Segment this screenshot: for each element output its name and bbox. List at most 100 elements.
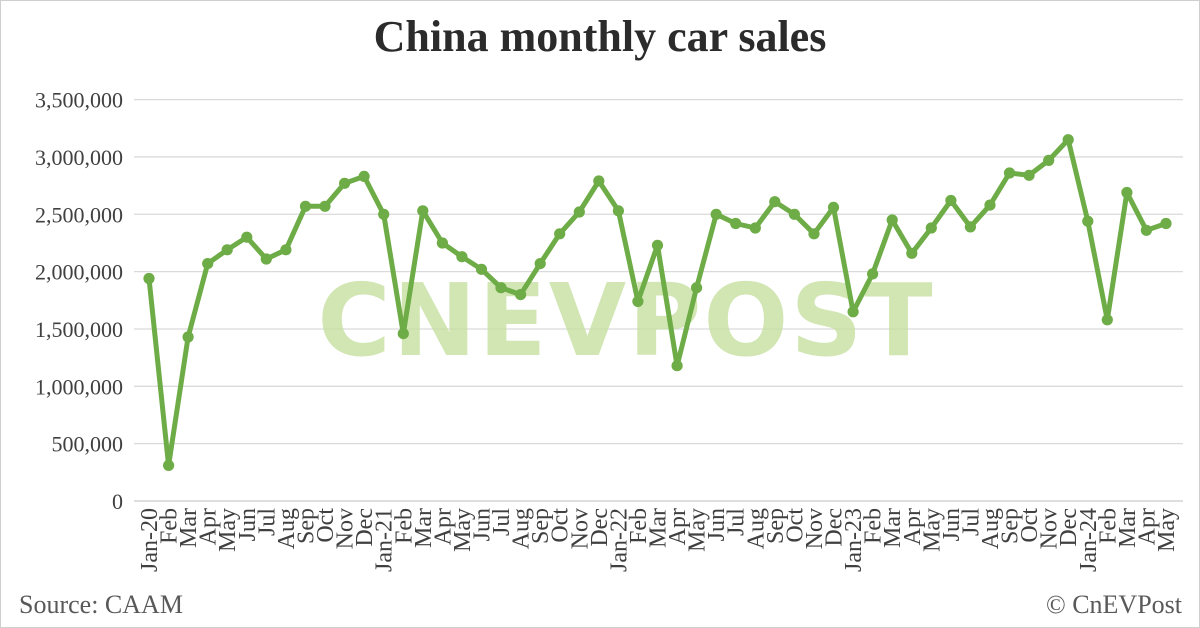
x-axis-tick-label: Aug <box>743 508 769 549</box>
data-point-marker <box>280 244 292 256</box>
x-axis-tick-label: Mar <box>1115 508 1141 548</box>
data-point-marker <box>749 222 761 234</box>
data-point-marker <box>339 177 351 189</box>
x-axis-tick-label: Apr <box>1134 508 1160 545</box>
data-point-marker <box>945 194 957 207</box>
x-axis-tick-label: Jul <box>489 508 515 536</box>
data-point-marker <box>808 228 820 240</box>
data-point-marker <box>691 282 703 294</box>
y-axis-tick-label: 2,000,000 <box>35 260 123 285</box>
y-axis-tick-label: 1,500,000 <box>35 317 123 342</box>
x-axis-tick-label: Mar <box>646 508 672 548</box>
y-axis-tick-label: 3,000,000 <box>35 145 123 170</box>
x-axis-tick-label: Jun <box>704 508 730 541</box>
x-axis-tick-label: Sep <box>528 508 554 544</box>
data-point-marker <box>358 170 370 182</box>
x-axis-tick-label: Feb <box>157 508 183 544</box>
data-point-marker <box>573 206 585 218</box>
x-axis-tick-label: Apr <box>900 508 926 545</box>
x-axis-tick-label: Jan-23 <box>841 508 867 572</box>
data-point-marker <box>143 272 155 285</box>
x-axis-tick-label: Jul <box>958 508 984 536</box>
data-point-marker <box>593 175 605 187</box>
x-axis-tick-label: Apr <box>430 508 456 545</box>
data-point-marker <box>221 244 233 256</box>
data-point-marker <box>886 214 898 226</box>
data-point-marker <box>436 237 448 249</box>
x-axis-tick-label: Jun <box>939 508 965 541</box>
x-axis-tick-label: Apr <box>665 508 691 545</box>
x-axis-tick-label: Oct <box>548 508 574 543</box>
data-point-marker <box>1140 224 1152 236</box>
data-point-marker <box>788 208 801 220</box>
x-axis-tick-label: Apr <box>196 508 222 545</box>
data-point-marker <box>182 331 194 343</box>
watermark-text: CNEVPOST <box>317 262 934 379</box>
x-axis-tick-label: Aug <box>509 508 535 549</box>
x-axis-tick-label: Dec <box>587 508 613 547</box>
x-axis-tick-label: Mar <box>880 508 906 548</box>
x-axis-tick-label: Dec <box>1056 508 1082 547</box>
x-axis-tick-label: Dec <box>352 508 378 547</box>
x-axis-tick-label: May <box>450 508 476 552</box>
data-point-marker <box>827 201 840 213</box>
data-point-marker <box>769 196 781 208</box>
data-point-marker <box>1082 215 1094 227</box>
x-axis-tick-label: Jun <box>469 508 495 541</box>
x-axis-tick-label: May <box>1154 508 1180 552</box>
data-point-marker <box>378 208 390 220</box>
x-axis-tick-label: Nov <box>1037 508 1063 549</box>
copyright-label: © CnEVPost <box>1045 590 1182 619</box>
y-axis-tick-label: 2,500,000 <box>35 202 123 227</box>
chart-title: China monthly car sales <box>373 12 827 61</box>
x-axis-tick-label: Jul <box>724 508 750 536</box>
x-axis-tick-label: Oct <box>313 508 339 543</box>
x-axis-tick-label: Jun <box>235 508 261 541</box>
x-axis-tick-label: May <box>685 508 711 552</box>
data-point-marker <box>202 258 214 270</box>
x-axis-tick-label: Jan-24 <box>1076 508 1102 572</box>
data-point-marker <box>515 289 527 301</box>
x-axis-tick-label: Mar <box>411 508 437 548</box>
x-axis-tick-label: Jul <box>254 508 280 536</box>
data-point-marker <box>1101 314 1113 326</box>
x-axis-tick-label: Sep <box>293 508 319 544</box>
x-axis-tick-label: Jan-21 <box>372 508 398 572</box>
x-axis-tick-label: Sep <box>763 508 789 544</box>
data-point-marker <box>1160 217 1172 230</box>
data-point-marker <box>299 200 312 212</box>
y-axis-tick-label: 3,500,000 <box>35 88 123 113</box>
data-point-marker <box>651 239 664 251</box>
x-axis-tick-label: Feb <box>1095 508 1121 544</box>
data-point-marker <box>925 222 937 234</box>
data-point-marker <box>984 199 996 211</box>
x-axis-tick-label: Dec <box>822 508 848 547</box>
data-point-marker <box>260 253 272 265</box>
x-axis-tick-label: Aug <box>274 508 300 549</box>
data-point-marker <box>964 221 977 233</box>
data-point-marker <box>241 231 253 243</box>
x-axis-tick-label: Nov <box>567 508 593 549</box>
x-axis-tick-label: Aug <box>978 508 1004 549</box>
x-axis-tick-label: Feb <box>861 508 887 544</box>
data-point-marker <box>847 306 859 318</box>
y-axis-tick-label: 1,000,000 <box>35 374 123 399</box>
data-point-marker <box>1062 134 1074 146</box>
x-axis-tick-label: May <box>919 508 945 552</box>
x-axis-tick-label: Sep <box>998 508 1024 544</box>
x-axis-tick-label: Oct <box>782 508 808 543</box>
y-axis-tick-label: 0 <box>112 489 123 514</box>
x-axis-tick-label: Oct <box>1017 508 1043 543</box>
x-axis-tick-label: Feb <box>626 508 652 544</box>
data-point-marker <box>1121 186 1133 199</box>
data-point-marker <box>554 228 566 240</box>
x-axis-tick-label: Mar <box>176 508 202 548</box>
x-axis-tick-label: Nov <box>802 508 828 549</box>
x-axis-tick-label: Jan-22 <box>606 508 632 572</box>
data-point-marker <box>671 360 683 372</box>
x-axis-tick-label: Nov <box>333 508 359 549</box>
data-point-marker <box>730 217 742 230</box>
data-point-marker <box>534 258 546 270</box>
